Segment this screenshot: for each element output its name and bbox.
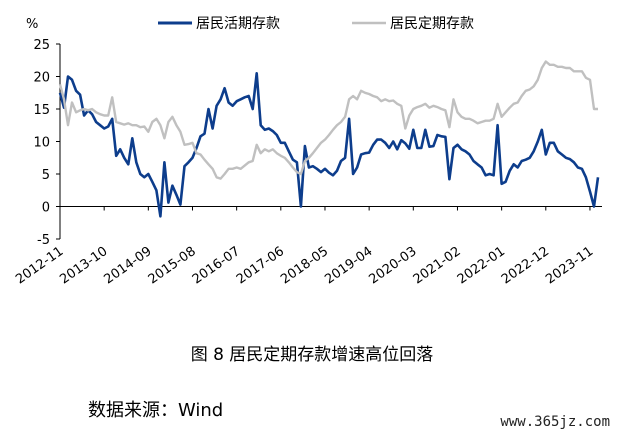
x-tick-label: 2022-01 [455,244,508,287]
y-tick-label: 10 [33,136,50,151]
x-tick-label: 2021-02 [411,244,464,287]
x-tick-label: 2018-05 [278,244,331,287]
watermark: www.365jz.com [500,414,610,430]
x-tick-label: 2015-08 [146,244,199,287]
x-tick-label: 2012-11 [13,244,66,287]
legend: 居民活期存款 居民定期存款 [158,16,474,32]
series-lines [58,60,600,218]
x-tick-label: 2022-12 [499,244,552,287]
x-tick-label: 2023-11 [543,244,596,287]
legend-label: 居民定期存款 [390,16,474,32]
x-tick-label: 2014-09 [102,244,155,287]
y-tick-label: -5 [37,233,50,248]
series-line-1 [58,72,600,218]
x-tick-label: 2017-06 [234,244,287,287]
series-line-2 [58,60,598,180]
figure-caption: 图 8 居民定期存款增速高位回落 [190,345,434,365]
x-tick-label: 2016-07 [190,244,243,287]
data-source: 数据来源：Wind [88,400,224,421]
x-tick-label: 2019-04 [322,244,375,287]
line-chart: -5 0 5 10 15 20 25 2012-112013-102014-092015-08… [13,16,602,287]
y-tick-label: 25 [33,38,50,53]
y-tick-label: 5 [42,168,50,183]
legend-label: 居民活期存款 [196,16,280,32]
y-axis-unit-label: % [26,17,38,32]
x-tick-label: 2013-10 [57,244,110,287]
y-tick-label: 20 [33,71,50,86]
y-tick-label: 0 [42,201,50,216]
y-tick-label: 15 [33,103,50,118]
x-tick-label: 2020-03 [366,244,419,287]
